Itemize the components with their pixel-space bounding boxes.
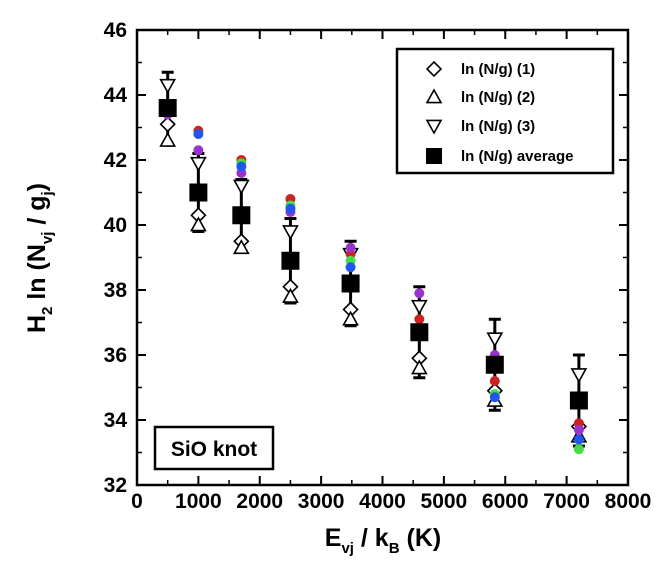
point-average [485, 355, 504, 374]
y-axis-title-sub3: j [39, 191, 56, 196]
legend-entries: ln (N/g) (1) ln (N/g) (2) ln (N/g) (3) ln (… [425, 60, 574, 165]
annotation-box: SiO knot [153, 425, 275, 471]
y-axis-title-mid: ln (N [23, 244, 51, 307]
point-triangle-up [232, 239, 250, 255]
y-tick-label: 42 [104, 149, 127, 172]
point-triangle-down [486, 332, 504, 348]
x-tick-label: 7000 [543, 490, 590, 513]
legend-marker-diamond [425, 60, 443, 78]
y-axis-title-mid2: / g [23, 195, 51, 231]
x-axis-title: Evj / kB (K) [325, 524, 441, 557]
annotation-frame [153, 425, 275, 471]
y-tick-label: 46 [104, 19, 127, 42]
point-average [281, 251, 300, 270]
x-tick-label: 5000 [421, 490, 468, 513]
colored-point [489, 376, 500, 386]
colored-point [489, 392, 500, 403]
plot-layer [158, 70, 588, 455]
point-average [189, 183, 208, 202]
x-axis-title-sub2: B [389, 540, 400, 557]
x-tick-label: 3000 [298, 490, 345, 513]
x-tick-label: 6000 [482, 490, 529, 513]
x-axis-title-mid: / k [354, 524, 389, 552]
point-triangle-down [232, 179, 250, 195]
point-average [341, 274, 360, 293]
y-axis-title-sub2: vj [39, 232, 56, 245]
annotation-text: SiO knot [171, 438, 257, 461]
point-diamond [159, 116, 176, 133]
point-average [232, 206, 251, 225]
y-tick-label: 40 [104, 214, 127, 237]
point-average [158, 99, 177, 117]
x-axis-title-main: E [325, 524, 342, 552]
y-axis-title-tail: ) [23, 183, 51, 191]
legend: ln (N/g) (1) ln (N/g) (2) ln (N/g) (3) ln (… [395, 47, 615, 175]
axes-layer: 0 1000 2000 3000 4000 5000 6000 7000 8000 32 34 36 3… [104, 19, 652, 513]
legend-marker-triangle-up [425, 88, 443, 104]
x-axis-title-sub1: vj [341, 540, 354, 557]
legend-marker-triangle-down [425, 119, 443, 135]
point-average [410, 323, 429, 342]
colored-point [285, 203, 296, 214]
point-triangle-down [570, 368, 588, 384]
point-triangle-down [159, 78, 177, 94]
colored-point [193, 145, 204, 156]
point-triangle-up [159, 131, 177, 147]
colored-point [236, 161, 247, 172]
colored-point [573, 434, 584, 445]
x-tick-label: 8000 [605, 490, 652, 513]
point-average [569, 391, 588, 410]
point-triangle-up [342, 310, 359, 326]
colored-point [345, 242, 356, 253]
point-triangle-up [190, 216, 207, 232]
point-triangle-up [282, 287, 299, 303]
y-tick-label: 32 [104, 474, 127, 497]
x-tick-label: 2000 [236, 490, 283, 513]
colored-point [414, 288, 425, 299]
x-tick-label: 0 [131, 490, 143, 513]
point-triangle-up [410, 359, 428, 375]
y-tick-label: 38 [104, 279, 128, 302]
x-tick-label: 1000 [175, 490, 222, 513]
legend-label: ln (N/g) (2) [461, 89, 535, 106]
y-axis-title-main: H [23, 315, 51, 333]
point-triangle-down [190, 156, 207, 172]
y-tick-label: 34 [104, 409, 128, 432]
colored-point [414, 314, 425, 325]
colored-point [193, 129, 204, 139]
x-tick-label: 4000 [359, 490, 406, 513]
y-axis-title-sub1: 2 [39, 307, 56, 315]
legend-label: ln (N/g) average [461, 148, 574, 165]
legend-label: ln (N/g) (1) [461, 61, 535, 78]
colored-point [345, 262, 356, 273]
colored-point [573, 444, 584, 455]
y-tick-label: 36 [104, 344, 127, 367]
colored-point [573, 424, 584, 435]
point-triangle-down [410, 299, 428, 315]
point-triangle-down [282, 225, 299, 241]
y-axis-title: H2 ln (Nvj / gj) [23, 183, 56, 333]
y-tick-label: 44 [104, 84, 128, 107]
legend-label: ln (N/g) (3) [461, 118, 535, 135]
x-axis-title-tail: (K) [400, 524, 442, 552]
legend-marker-square [426, 148, 442, 164]
